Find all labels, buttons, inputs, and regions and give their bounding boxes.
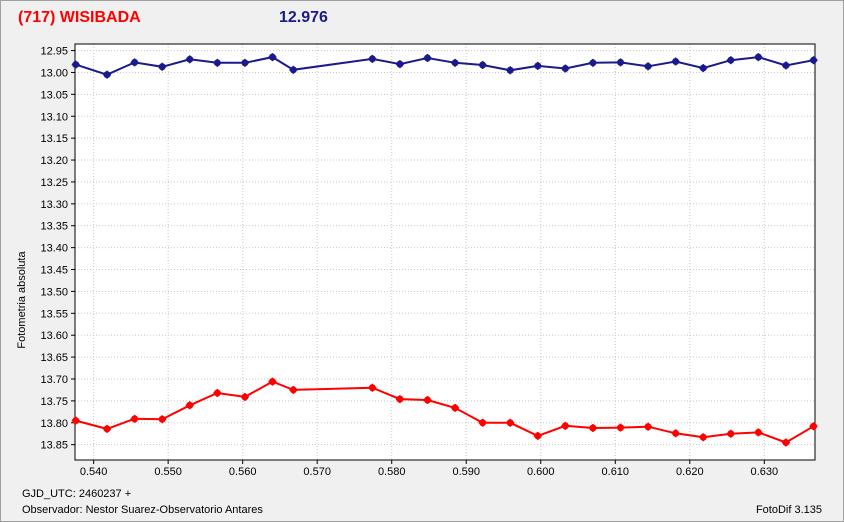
gjd-label: GJD_UTC: 2460237 + — [22, 488, 132, 500]
x-tick-label: 0.630 — [751, 466, 779, 478]
y-axis-label: Fotometria absoluta — [16, 251, 28, 349]
y-tick-label: 13.20 — [40, 155, 68, 167]
object-title: (717) WISIBADA — [18, 9, 141, 26]
series-line-2 — [75, 380, 815, 444]
series-line-1 — [75, 56, 814, 76]
y-tick-label: 13.10 — [40, 111, 68, 123]
software-version: FotoDif 3.135 — [755, 504, 822, 516]
x-tick-label: 0.560 — [229, 466, 257, 478]
y-tick-label: 13.00 — [40, 67, 68, 79]
y-tick-label: 13.40 — [40, 243, 68, 255]
x-tick-label: 0.580 — [378, 466, 406, 478]
magnitude-value: 12.976 — [279, 9, 328, 26]
x-tick-label: 0.600 — [527, 466, 555, 478]
x-tick-label: 0.570 — [303, 466, 331, 478]
y-tick-label: 13.75 — [40, 396, 68, 408]
y-tick-label: 13.55 — [40, 308, 68, 320]
y-tick-label: 13.50 — [40, 286, 68, 298]
y-tick-label: 12.95 — [40, 46, 68, 58]
plot-area — [75, 44, 815, 460]
y-tick-label: 13.70 — [40, 374, 68, 386]
y-tick-label: 13.35 — [40, 221, 68, 233]
x-tick-label: 0.550 — [154, 466, 182, 478]
y-tick-label: 13.80 — [40, 418, 68, 430]
y-tick-label: 13.15 — [40, 133, 68, 145]
plot-border — [74, 43, 816, 461]
y-tick-label: 13.65 — [40, 352, 68, 364]
y-tick-label: 13.45 — [40, 265, 68, 277]
y-tick-label: 13.30 — [40, 199, 68, 211]
x-tick-label: 0.620 — [676, 466, 704, 478]
x-tick-label: 0.590 — [452, 466, 480, 478]
y-tick-label: 13.05 — [40, 89, 68, 101]
x-tick-label: 0.610 — [602, 466, 630, 478]
x-tick-label: 0.540 — [80, 466, 108, 478]
y-tick-label: 13.85 — [40, 440, 68, 452]
observer-label: Observador: Nestor Suarez-Observatorio A… — [22, 504, 263, 516]
y-tick-label: 13.25 — [40, 177, 68, 189]
y-tick-label: 13.60 — [40, 330, 68, 342]
